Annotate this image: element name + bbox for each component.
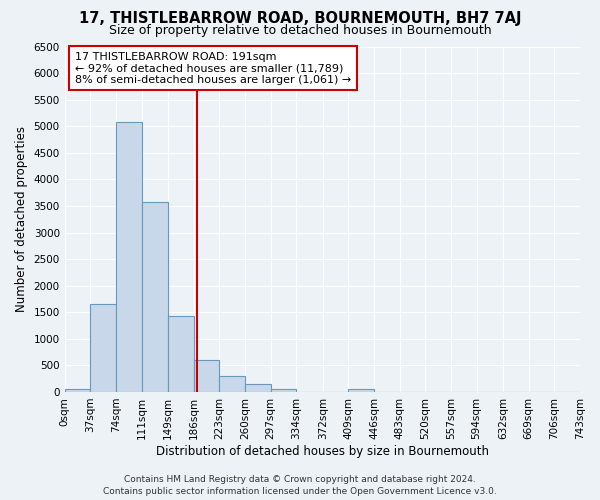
- Text: Size of property relative to detached houses in Bournemouth: Size of property relative to detached ho…: [109, 24, 491, 37]
- Bar: [168, 316, 194, 392]
- Bar: [65, 390, 91, 392]
- Bar: [349, 390, 374, 392]
- X-axis label: Distribution of detached houses by size in Bournemouth: Distribution of detached houses by size …: [156, 444, 489, 458]
- Bar: [271, 389, 296, 392]
- Bar: [220, 376, 245, 392]
- Bar: [116, 122, 142, 392]
- Bar: [194, 360, 220, 392]
- Bar: [91, 304, 116, 392]
- Text: 17, THISTLEBARROW ROAD, BOURNEMOUTH, BH7 7AJ: 17, THISTLEBARROW ROAD, BOURNEMOUTH, BH7…: [79, 11, 521, 26]
- Y-axis label: Number of detached properties: Number of detached properties: [15, 126, 28, 312]
- Text: 17 THISTLEBARROW ROAD: 191sqm
← 92% of detached houses are smaller (11,789)
8% o: 17 THISTLEBARROW ROAD: 191sqm ← 92% of d…: [75, 52, 351, 85]
- Text: Contains HM Land Registry data © Crown copyright and database right 2024.
Contai: Contains HM Land Registry data © Crown c…: [103, 474, 497, 496]
- Bar: [142, 202, 168, 392]
- Bar: [245, 384, 271, 392]
